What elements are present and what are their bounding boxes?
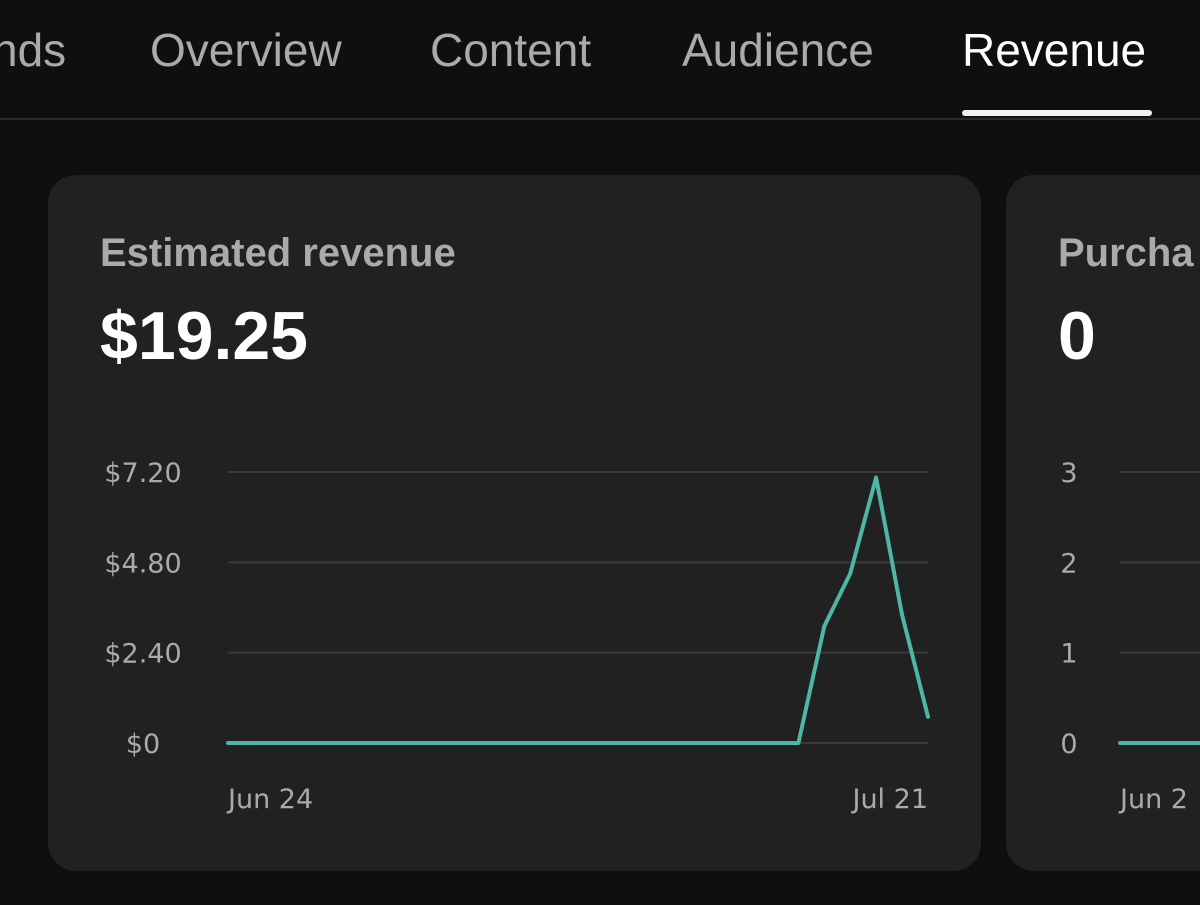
card-value: 0 [1058, 298, 1096, 374]
purchases-line-chart: 0 1 2 3 Jun 2 [1060, 458, 1200, 815]
estimated-revenue-card[interactable]: Estimated revenue $19.25 $0 $2.40 $4.80 $7.… [48, 175, 981, 871]
x-end-label: Jul 21 [850, 784, 928, 815]
y-tick-label: $7.20 [104, 458, 181, 489]
card-title: Purcha [1058, 231, 1194, 275]
x-start-label: Jun 2 [1118, 784, 1188, 815]
tab-trends[interactable]: nds [0, 24, 67, 76]
card-title: Estimated revenue [100, 231, 456, 275]
tab-revenue[interactable]: Revenue [962, 24, 1147, 76]
series-line [226, 475, 930, 745]
tab-bar: nds Overview Content Audience Revenue [0, 0, 1200, 120]
active-tab-indicator [962, 110, 1152, 116]
y-tick-label: 0 [1060, 729, 1077, 760]
purchases-card[interactable]: Purcha 0 0 1 2 3 Jun 2 [1006, 175, 1200, 871]
y-tick-label: 1 [1060, 639, 1077, 670]
y-tick-label: $4.80 [104, 548, 181, 579]
y-tick-label: 3 [1060, 458, 1077, 489]
tab-content[interactable]: Content [430, 24, 592, 76]
y-tick-label: 2 [1060, 548, 1077, 579]
y-tick-label: $2.40 [104, 639, 181, 670]
tab-overview[interactable]: Overview [150, 24, 342, 76]
tab-audience[interactable]: Audience [682, 24, 874, 76]
x-start-label: Jun 24 [226, 784, 313, 815]
card-value: $19.25 [100, 298, 308, 374]
y-tick-label: $0 [126, 729, 160, 760]
revenue-line-chart: $0 $2.40 $4.80 $7.20 Jun 24 Jul 21 [104, 458, 930, 815]
